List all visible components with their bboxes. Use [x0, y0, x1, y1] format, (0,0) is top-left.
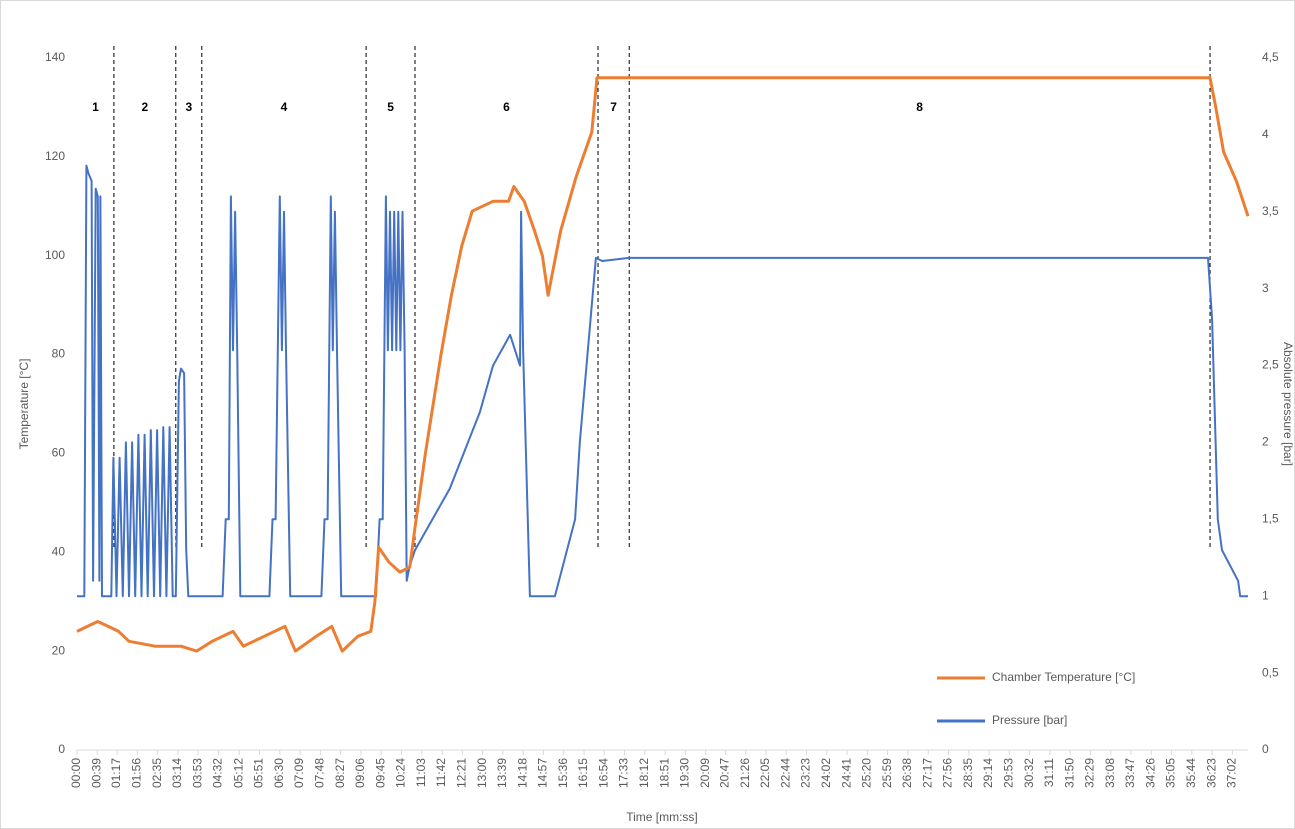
x-tick-label: 35:44 [1184, 758, 1198, 788]
x-tick-label: 34:26 [1143, 758, 1157, 788]
phase-label: 2 [142, 100, 149, 114]
phase-label: 7 [610, 100, 617, 114]
x-tick-label: 19:30 [678, 758, 692, 788]
y2-tick-label: 3,5 [1262, 204, 1279, 218]
y2-tick-label: 0,5 [1262, 665, 1279, 679]
x-tick-label: 11:03 [414, 758, 428, 787]
phase-label: 3 [185, 100, 192, 114]
x-tick-label: 06:30 [272, 758, 286, 788]
legend-label: Pressure [bar] [992, 713, 1067, 727]
x-tick-label: 09:45 [373, 758, 387, 788]
x-tick-label: 00:00 [69, 758, 83, 788]
x-tick-label: 13:39 [495, 758, 509, 788]
x-tick-label: 07:48 [313, 758, 327, 788]
x-tick-label: 31:11 [1042, 758, 1056, 787]
x-tick-label: 33:08 [1103, 758, 1117, 788]
x-tick-label: 24:41 [839, 758, 853, 788]
x-tick-label: 17:33 [617, 758, 631, 788]
x-axis-title: Time [mm:ss] [626, 810, 698, 824]
phase-label: 4 [281, 100, 288, 114]
x-tick-label: 27:56 [941, 758, 955, 788]
x-tick-label: 20:09 [698, 758, 712, 788]
x-tick-label: 04:32 [211, 758, 225, 788]
x-tick-label: 25:20 [860, 758, 874, 788]
x-tick-label: 26:38 [900, 758, 914, 788]
x-tick-label: 23:23 [799, 758, 813, 788]
x-tick-label: 18:51 [657, 758, 671, 788]
x-tick-label: 14:18 [515, 758, 529, 788]
y2-tick-label: 4 [1262, 127, 1269, 141]
y-tick-label: 100 [45, 248, 65, 262]
y-tick-label: 0 [58, 742, 65, 756]
y-tick-label: 60 [52, 446, 66, 460]
y-tick-label: 40 [52, 544, 66, 558]
x-tick-label: 36:23 [1204, 758, 1218, 788]
x-tick-label: 01:17 [109, 758, 123, 788]
x-tick-label: 03:14 [170, 758, 184, 788]
x-tick-label: 18:12 [637, 758, 651, 788]
y-tick-label: 120 [45, 149, 65, 163]
y2-tick-label: 0 [1262, 742, 1269, 756]
x-tick-label: 27:17 [920, 758, 934, 788]
x-tick-label: 28:35 [961, 758, 975, 788]
x-tick-label: 24:02 [819, 758, 833, 788]
x-tick-label: 35:05 [1164, 758, 1178, 788]
phase-label: 6 [503, 100, 510, 114]
legend-label: Chamber Temperature [°C] [992, 670, 1135, 684]
x-tick-label: 05:12 [231, 758, 245, 788]
x-tick-label: 16:54 [596, 758, 610, 788]
series-line [77, 164, 1248, 598]
y2-tick-label: 4,5 [1262, 50, 1279, 64]
x-tick-label: 09:06 [353, 758, 367, 788]
x-tick-label: 37:02 [1225, 758, 1239, 788]
y2-tick-label: 1 [1262, 588, 1269, 602]
x-tick-label: 13:00 [475, 758, 489, 788]
series-line [76, 76, 1250, 653]
x-tick-label: 05:51 [252, 758, 266, 788]
x-tick-label: 00:39 [89, 758, 103, 788]
phase-label: 1 [92, 100, 99, 114]
y2-axis-title: Absolute pressure [bar] [1281, 342, 1295, 466]
x-tick-label: 07:09 [292, 758, 306, 788]
x-tick-label: 03:53 [190, 758, 204, 788]
x-tick-label: 15:36 [556, 758, 570, 788]
x-tick-label: 32:29 [1083, 758, 1097, 788]
y2-tick-label: 2 [1262, 435, 1269, 449]
x-tick-label: 01:56 [129, 758, 143, 788]
y2-tick-label: 1,5 [1262, 512, 1279, 526]
y2-tick-label: 3 [1262, 281, 1269, 295]
x-tick-label: 14:57 [536, 758, 550, 788]
x-tick-label: 20:47 [718, 758, 732, 788]
x-tick-label: 25:59 [880, 758, 894, 788]
phase-label: 8 [916, 100, 923, 114]
y-tick-label: 20 [52, 643, 66, 657]
x-tick-label: 12:21 [454, 758, 468, 788]
x-tick-label: 33:47 [1123, 758, 1137, 788]
phase-label: 5 [387, 100, 394, 114]
y2-tick-label: 2,5 [1262, 358, 1279, 372]
y-tick-label: 80 [52, 347, 66, 361]
x-tick-label: 29:53 [1002, 758, 1016, 788]
x-tick-label: 10:24 [394, 758, 408, 788]
x-tick-label: 31:50 [1062, 758, 1076, 788]
x-tick-label: 11:42 [434, 758, 448, 787]
x-tick-label: 16:15 [576, 758, 590, 788]
y-tick-label: 140 [45, 50, 65, 64]
x-tick-label: 29:14 [981, 758, 995, 788]
x-tick-label: 02:35 [150, 758, 164, 788]
x-tick-label: 22:05 [758, 758, 772, 788]
x-tick-label: 22:44 [778, 758, 792, 788]
x-tick-label: 30:32 [1022, 758, 1036, 788]
x-tick-label: 21:26 [738, 758, 752, 788]
x-tick-label: 08:27 [333, 758, 347, 788]
y-axis-title: Temperature [°C] [17, 359, 31, 450]
